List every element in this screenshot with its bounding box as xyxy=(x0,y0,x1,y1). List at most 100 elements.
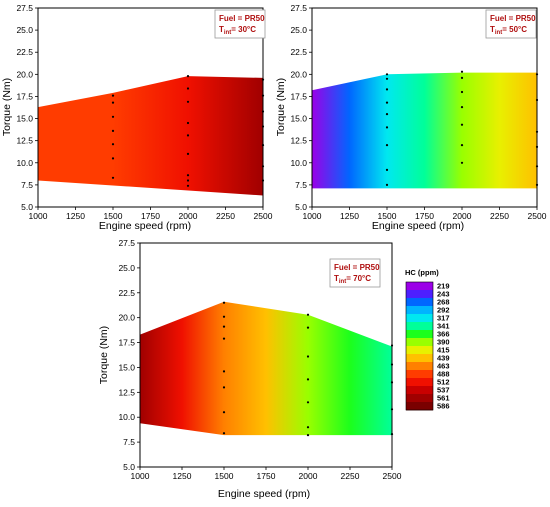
colorbar-swatch xyxy=(406,370,433,379)
x-tick-label: 1750 xyxy=(257,471,276,481)
colorbar-swatch xyxy=(406,306,433,315)
measurement-point xyxy=(186,87,190,90)
colorbar-swatch xyxy=(406,346,433,355)
x-tick-label: 2500 xyxy=(528,211,547,221)
measurement-point xyxy=(186,100,190,103)
colorbar-label: 243 xyxy=(437,290,450,299)
x-axis-title: Engine speed (rpm) xyxy=(372,220,464,232)
measurement-point xyxy=(460,106,464,109)
colorbar-label: 390 xyxy=(437,338,450,347)
intake-temperature-label: Tint= 30°C xyxy=(219,25,256,36)
y-tick-label: 20.0 xyxy=(290,69,307,79)
colorbar-label: 415 xyxy=(437,346,450,355)
measurement-point xyxy=(460,76,464,79)
fuel-label: Fuel = PR50 xyxy=(219,14,265,23)
measurement-point xyxy=(385,113,389,116)
colorbar-swatch xyxy=(406,290,433,299)
y-tick-label: 15.0 xyxy=(16,114,33,124)
x-tick-label: 1500 xyxy=(378,211,397,221)
colorbar-label: 537 xyxy=(437,386,450,395)
x-tick-label: 1250 xyxy=(340,211,359,221)
y-tick-label: 7.5 xyxy=(123,437,135,447)
colorbar-swatch xyxy=(406,402,433,411)
colorbar-swatch xyxy=(406,282,433,291)
x-tick-label: 1000 xyxy=(131,471,150,481)
y-tick-label: 27.5 xyxy=(16,3,33,13)
measurement-point xyxy=(460,90,464,94)
y-tick-label: 20.0 xyxy=(16,69,33,79)
measurement-point xyxy=(385,101,389,104)
measurement-point xyxy=(111,157,115,160)
measurement-point xyxy=(111,143,115,146)
measurement-point xyxy=(186,75,190,78)
measurement-point xyxy=(385,77,389,80)
fuel-label: Fuel = PR50 xyxy=(334,263,380,272)
measurement-point xyxy=(385,126,389,129)
y-tick-label: 7.5 xyxy=(295,180,307,190)
contour-region xyxy=(312,72,537,189)
fuel-label: Fuel = PR50 xyxy=(490,14,536,23)
contour-panel-30c: 1000 1250 1500 1750 2000 2250 2500 5.0 7.5 10.0 12… xyxy=(1,3,273,232)
colorbar-label: 439 xyxy=(437,354,450,363)
y-axis-title: Torque (Nm) xyxy=(275,78,287,136)
colorbar-label: 317 xyxy=(437,314,450,323)
measurement-point xyxy=(222,337,226,340)
x-tick-label: 1500 xyxy=(215,471,234,481)
measurement-point xyxy=(186,121,190,125)
y-tick-label: 5.0 xyxy=(295,202,307,212)
y-tick-label: 17.5 xyxy=(16,91,33,101)
measurement-point xyxy=(385,183,389,186)
y-tick-label: 10.0 xyxy=(118,412,135,422)
intake-temperature-label: Tint= 70°C xyxy=(334,274,371,285)
measurement-point xyxy=(306,426,310,429)
colorbar-swatch xyxy=(406,354,433,363)
colorbar-label: 488 xyxy=(437,370,450,379)
y-tick-label: 27.5 xyxy=(290,3,307,13)
measurement-point xyxy=(306,401,310,404)
measurement-point xyxy=(222,315,226,318)
y-tick-label: 25.0 xyxy=(290,25,307,35)
y-tick-label: 15.0 xyxy=(118,362,135,372)
colorbar-label: 512 xyxy=(437,378,450,387)
y-tick-label: 22.5 xyxy=(118,288,135,298)
measurement-point xyxy=(111,94,115,97)
colorbar-swatch xyxy=(406,378,433,387)
measurement-point xyxy=(186,152,190,155)
x-axis-title: Engine speed (rpm) xyxy=(99,220,191,232)
measurement-point xyxy=(222,432,226,435)
fuel-annotation: Fuel = PR50 Tint= 70°C xyxy=(329,258,381,288)
measurement-point xyxy=(306,313,310,316)
measurement-point xyxy=(385,144,389,147)
y-axis-title: Torque (Nm) xyxy=(1,78,13,136)
contour-region xyxy=(140,301,392,436)
measurement-point xyxy=(460,144,464,147)
colorbar-label: 463 xyxy=(437,362,450,371)
contour-panel-50c: 1000 1250 1500 1750 2000 2250 2500 5.0 7.5 10.0 12… xyxy=(275,3,547,232)
x-tick-label: 2000 xyxy=(179,211,198,221)
y-tick-label: 25.0 xyxy=(16,25,33,35)
colorbar-title: HC (ppm) xyxy=(405,268,439,277)
measurement-point xyxy=(111,129,115,132)
x-tick-label: 1250 xyxy=(66,211,85,221)
y-tick-label: 25.0 xyxy=(118,263,135,273)
measurement-point xyxy=(222,301,226,304)
y-tick-label: 27.5 xyxy=(118,238,135,248)
colorbar-swatch xyxy=(406,330,433,339)
measurement-point xyxy=(186,184,190,187)
colorbar-swatch xyxy=(406,314,433,323)
x-tick-label: 1500 xyxy=(104,211,123,221)
measurement-point xyxy=(460,123,464,126)
colorbar-swatch xyxy=(406,394,433,403)
measurement-point xyxy=(306,326,310,329)
colorbar-label: 341 xyxy=(437,322,450,331)
contour-panel-70c: 1000 1250 1500 1750 2000 2250 2500 5.0 7.5 10.0 12… xyxy=(98,238,402,500)
y-tick-label: 17.5 xyxy=(290,91,307,101)
x-tick-label: 1000 xyxy=(303,211,322,221)
fuel-annotation: Fuel = PR50 Tint= 30°C xyxy=(214,9,266,39)
y-tick-label: 12.5 xyxy=(290,136,307,146)
colorbar-swatch xyxy=(406,338,433,347)
y-tick-label: 15.0 xyxy=(290,114,307,124)
measurement-point xyxy=(222,386,226,389)
y-tick-label: 10.0 xyxy=(290,158,307,168)
measurement-point xyxy=(306,378,310,381)
